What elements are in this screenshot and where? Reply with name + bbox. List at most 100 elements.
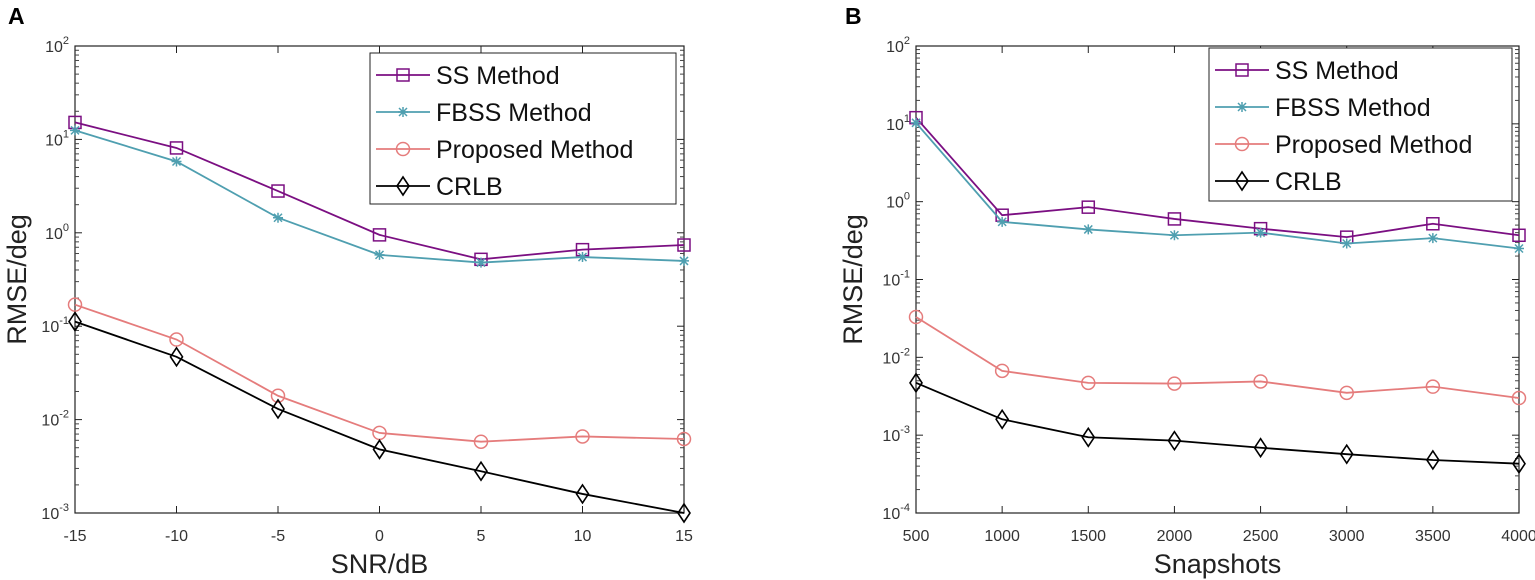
x-tick-label: 10: [574, 528, 592, 545]
y-tick-base: 10: [45, 132, 63, 149]
y-tick-label: 100: [886, 191, 910, 212]
x-tick-label: 1000: [984, 528, 1020, 545]
series-fbss-method: [911, 117, 1524, 254]
y-tick-exponent: 1: [63, 128, 69, 140]
data-point-circle: [1167, 376, 1182, 391]
data-point-diamond: [1339, 443, 1354, 465]
y-tick-label: 10-3: [41, 502, 69, 523]
y-tick-base: 10: [41, 506, 59, 523]
series-crlb: [68, 311, 691, 524]
legend-label: CRLB: [436, 173, 503, 201]
legend-marker-square: [1235, 63, 1249, 77]
data-point-circle: [676, 431, 692, 447]
y-tick-exponent: -4: [900, 502, 910, 514]
legend-label: SS Method: [1275, 57, 1399, 85]
data-point-diamond: [909, 372, 923, 394]
legend-label: Proposed Method: [1275, 131, 1472, 159]
data-point-circle: [1253, 374, 1268, 389]
data-point-diamond: [995, 408, 1010, 430]
x-tick-label: 4000: [1501, 528, 1535, 545]
legend-marker-diamond: [396, 175, 410, 197]
data-point-square: [169, 141, 184, 155]
data-point-asterisk: [1169, 230, 1180, 241]
data-point-asterisk: [1427, 233, 1438, 244]
y-axis-label: RMSE/deg: [2, 214, 32, 345]
series-line: [915, 382, 1520, 465]
y-tick-label: 102: [886, 35, 910, 56]
data-point-asterisk: [70, 125, 80, 136]
x-tick-label: 15: [675, 528, 693, 545]
x-axis-label: SNR/dB: [331, 549, 429, 579]
data-point-asterisk: [679, 255, 689, 266]
data-point-diamond: [1167, 430, 1182, 452]
legend: SS Method FBSS Method Proposed Method CRLB: [369, 52, 677, 205]
series-line: [915, 117, 1520, 239]
x-tick-label: 3000: [1329, 528, 1365, 545]
data-point-asterisk: [1083, 224, 1094, 235]
series-proposed-method: [67, 297, 692, 449]
y-tick-exponent: 2: [63, 35, 69, 47]
y-tick-label: 100: [45, 222, 69, 243]
x-tick-label: 500: [903, 528, 930, 545]
y-tick-label: 10-3: [882, 424, 910, 445]
y-tick-label: 102: [45, 35, 69, 56]
y-tick-base: 10: [886, 117, 904, 134]
y-tick-base: 10: [882, 428, 900, 445]
x-tick-label: 3500: [1415, 528, 1451, 545]
data-point-square: [1167, 212, 1182, 226]
legend-label: FBSS Method: [1275, 94, 1431, 122]
legend-marker-asterisk: [398, 107, 408, 117]
data-point-circle: [473, 434, 489, 449]
data-point-square: [1512, 228, 1526, 243]
legend-marker-circle: [1234, 136, 1250, 152]
series-line: [74, 320, 685, 514]
y-tick-label: 10-2: [882, 346, 910, 367]
x-tick-label: 1500: [1070, 528, 1106, 545]
y-tick-base: 10: [886, 195, 904, 212]
data-point-asterisk: [374, 249, 385, 260]
data-point-asterisk: [476, 257, 486, 268]
y-tick-exponent: -1: [59, 315, 69, 327]
data-point-asterisk: [1514, 243, 1524, 254]
legend-label: FBSS Method: [436, 99, 592, 127]
y-tick-exponent: 2: [904, 35, 910, 47]
data-point-circle: [169, 332, 184, 347]
y-tick-base: 10: [882, 506, 900, 523]
x-tick-label: -15: [63, 528, 86, 545]
y-tick-exponent: 0: [63, 222, 69, 234]
y-tick-base: 10: [45, 226, 63, 243]
legend-label: Proposed Method: [436, 136, 633, 164]
series-fbss-method: [70, 125, 689, 268]
data-point-diamond: [474, 460, 488, 482]
data-point-diamond: [68, 311, 82, 333]
data-point-square: [271, 184, 285, 198]
data-point-circle: [1081, 375, 1096, 391]
x-tick-label: 2500: [1243, 528, 1279, 545]
x-axis-label: Snapshots: [1154, 549, 1282, 579]
series-ss-method: [909, 110, 1526, 244]
y-tick-label: 101: [45, 128, 69, 149]
legend-box: [369, 52, 677, 205]
y-tick-base: 10: [882, 273, 900, 290]
data-point-circle: [1425, 379, 1441, 394]
data-point-circle: [270, 388, 286, 404]
y-tick-label: 10-4: [882, 502, 910, 523]
data-point-square: [677, 238, 691, 252]
x-tick-label: 5: [477, 528, 486, 545]
series-proposed-method: [908, 309, 1527, 406]
y-tick-base: 10: [41, 413, 59, 430]
series-line: [915, 122, 1520, 250]
data-point-square: [372, 228, 387, 242]
data-point-square: [1081, 200, 1096, 214]
y-tick-exponent: 0: [904, 191, 910, 203]
y-tick-exponent: -1: [900, 269, 910, 281]
data-point-asterisk: [1341, 238, 1352, 249]
legend-marker-circle: [395, 141, 411, 157]
y-tick-base: 10: [41, 319, 59, 336]
legend-label: CRLB: [1275, 168, 1342, 196]
y-tick-label: 10-1: [41, 315, 69, 336]
x-tick-label: -10: [165, 528, 188, 545]
